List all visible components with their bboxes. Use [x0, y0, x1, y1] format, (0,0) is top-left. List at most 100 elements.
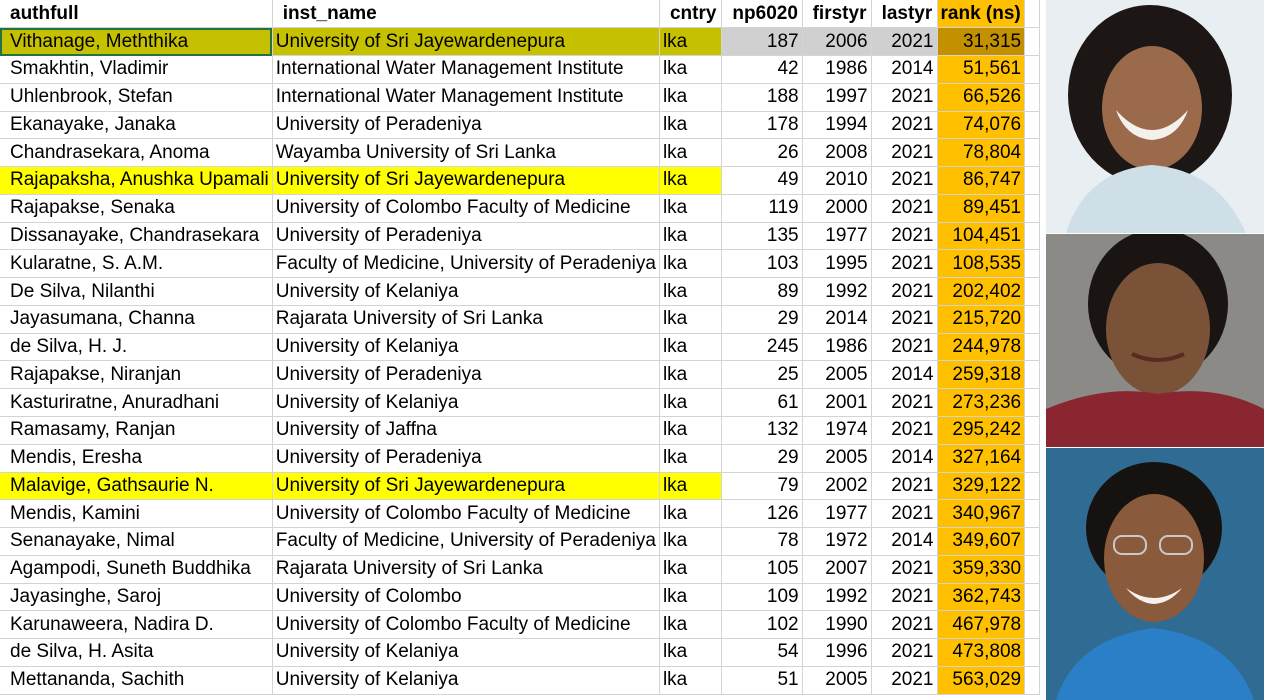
- cell-firstyr[interactable]: 1977: [802, 222, 872, 251]
- empty-cell[interactable]: [1024, 610, 1040, 640]
- cell-rank[interactable]: 78,804: [937, 138, 1026, 168]
- cell-lastyr[interactable]: 2021: [871, 166, 938, 195]
- empty-cell[interactable]: [1024, 333, 1040, 362]
- cell-lastyr[interactable]: 2021: [871, 111, 938, 140]
- cell-cntry[interactable]: lka: [659, 249, 723, 279]
- empty-cell[interactable]: [1024, 666, 1040, 695]
- cell-authfull[interactable]: Chandrasekara, Anoma: [0, 138, 273, 168]
- cell-np6020[interactable]: 119: [721, 194, 803, 223]
- cell-authfull[interactable]: de Silva, H. Asita: [0, 638, 273, 667]
- cell-lastyr[interactable]: 2014: [871, 444, 938, 473]
- cell-firstyr[interactable]: 2000: [802, 194, 872, 223]
- cell-firstyr[interactable]: 1990: [802, 610, 872, 640]
- cell-np6020[interactable]: 245: [721, 333, 803, 362]
- empty-cell[interactable]: [1024, 111, 1040, 140]
- cell-firstyr[interactable]: 2014: [802, 305, 872, 334]
- cell-lastyr[interactable]: 2021: [871, 305, 938, 334]
- cell-cntry[interactable]: lka: [659, 555, 723, 584]
- cell-cntry[interactable]: lka: [659, 416, 723, 445]
- cell-rank[interactable]: 202,402: [937, 277, 1026, 306]
- empty-header-cell[interactable]: [1024, 0, 1040, 29]
- cell-lastyr[interactable]: 2021: [871, 83, 938, 112]
- empty-cell[interactable]: [1024, 138, 1040, 168]
- cell-firstyr[interactable]: 1986: [802, 55, 872, 84]
- cell-rank[interactable]: 359,330: [937, 555, 1026, 584]
- cell-cntry[interactable]: lka: [659, 472, 723, 501]
- cell-cntry[interactable]: lka: [659, 55, 723, 84]
- empty-cell[interactable]: [1024, 277, 1040, 306]
- cell-cntry[interactable]: lka: [659, 277, 723, 306]
- cell-cntry[interactable]: lka: [659, 499, 723, 529]
- cell-firstyr[interactable]: 1986: [802, 333, 872, 362]
- cell-inst-name[interactable]: University of Colombo: [272, 583, 660, 612]
- cell-firstyr[interactable]: 1994: [802, 111, 872, 140]
- cell-inst-name[interactable]: University of Peradeniya: [272, 222, 660, 251]
- cell-authfull[interactable]: Smakhtin, Vladimir: [0, 55, 273, 84]
- cell-firstyr[interactable]: 1972: [802, 527, 872, 556]
- cell-lastyr[interactable]: 2021: [871, 555, 938, 584]
- cell-authfull[interactable]: De Silva, Nilanthi: [0, 277, 273, 306]
- column-header-cntry[interactable]: cntry: [659, 0, 723, 29]
- cell-authfull[interactable]: Agampodi, Suneth Buddhika: [0, 555, 273, 584]
- cell-lastyr[interactable]: 2021: [871, 194, 938, 223]
- cell-rank[interactable]: 467,978: [937, 610, 1026, 640]
- cell-authfull[interactable]: Malavige, Gathsaurie N.: [0, 472, 273, 501]
- cell-firstyr[interactable]: 2005: [802, 444, 872, 473]
- empty-cell[interactable]: [1024, 527, 1040, 556]
- cell-cntry[interactable]: lka: [659, 666, 723, 695]
- cell-rank[interactable]: 244,978: [937, 333, 1026, 362]
- cell-rank[interactable]: 273,236: [937, 388, 1026, 417]
- column-header-rank[interactable]: rank (ns): [937, 0, 1026, 29]
- cell-cntry[interactable]: lka: [659, 194, 723, 223]
- cell-lastyr[interactable]: 2021: [871, 416, 938, 445]
- cell-inst-name[interactable]: Faculty of Medicine, University of Perad…: [272, 249, 660, 279]
- cell-firstyr[interactable]: 2005: [802, 360, 872, 390]
- cell-firstyr[interactable]: 2002: [802, 472, 872, 501]
- cell-inst-name[interactable]: Faculty of Medicine, University of Perad…: [272, 527, 660, 556]
- cell-rank[interactable]: 74,076: [937, 111, 1026, 140]
- cell-lastyr[interactable]: 2021: [871, 277, 938, 306]
- cell-lastyr[interactable]: 2021: [871, 333, 938, 362]
- column-header-lastyr[interactable]: lastyr: [871, 0, 938, 29]
- cell-np6020[interactable]: 132: [721, 416, 803, 445]
- cell-firstyr[interactable]: 2010: [802, 166, 872, 195]
- cell-firstyr[interactable]: 1997: [802, 83, 872, 112]
- cell-np6020[interactable]: 61: [721, 388, 803, 417]
- cell-rank[interactable]: 349,607: [937, 527, 1026, 556]
- cell-np6020[interactable]: 25: [721, 360, 803, 390]
- cell-firstyr[interactable]: 2008: [802, 138, 872, 168]
- cell-inst-name[interactable]: International Water Management Institute: [272, 55, 660, 84]
- cell-firstyr[interactable]: 2006: [802, 27, 872, 57]
- cell-authfull[interactable]: Kularatne, S. A.M.: [0, 249, 273, 279]
- cell-lastyr[interactable]: 2014: [871, 527, 938, 556]
- empty-cell[interactable]: [1024, 222, 1040, 251]
- cell-np6020[interactable]: 42: [721, 55, 803, 84]
- cell-np6020[interactable]: 103: [721, 249, 803, 279]
- cell-inst-name[interactable]: University of Peradeniya: [272, 111, 660, 140]
- cell-firstyr[interactable]: 2001: [802, 388, 872, 417]
- cell-np6020[interactable]: 187: [721, 27, 803, 57]
- column-header-np6020[interactable]: np6020: [721, 0, 803, 29]
- cell-np6020[interactable]: 105: [721, 555, 803, 584]
- empty-cell[interactable]: [1024, 27, 1040, 57]
- column-header-authfull[interactable]: authfull: [0, 0, 273, 29]
- cell-authfull[interactable]: Kasturiratne, Anuradhani: [0, 388, 273, 417]
- cell-inst-name[interactable]: University of Colombo Faculty of Medicin…: [272, 194, 660, 223]
- cell-rank[interactable]: 327,164: [937, 444, 1026, 473]
- cell-lastyr[interactable]: 2021: [871, 249, 938, 279]
- cell-rank[interactable]: 31,315: [937, 27, 1026, 57]
- cell-np6020[interactable]: 126: [721, 499, 803, 529]
- cell-firstyr[interactable]: 1996: [802, 638, 872, 667]
- cell-np6020[interactable]: 78: [721, 527, 803, 556]
- cell-rank[interactable]: 329,122: [937, 472, 1026, 501]
- cell-lastyr[interactable]: 2021: [871, 583, 938, 612]
- cell-authfull[interactable]: Uhlenbrook, Stefan: [0, 83, 273, 112]
- cell-inst-name[interactable]: University of Kelaniya: [272, 666, 660, 695]
- cell-inst-name[interactable]: Rajarata University of Sri Lanka: [272, 305, 660, 334]
- cell-cntry[interactable]: lka: [659, 222, 723, 251]
- cell-firstyr[interactable]: 1992: [802, 277, 872, 306]
- empty-cell[interactable]: [1024, 360, 1040, 390]
- empty-cell[interactable]: [1024, 472, 1040, 501]
- empty-cell[interactable]: [1024, 83, 1040, 112]
- cell-authfull[interactable]: Dissanayake, Chandrasekara: [0, 222, 273, 251]
